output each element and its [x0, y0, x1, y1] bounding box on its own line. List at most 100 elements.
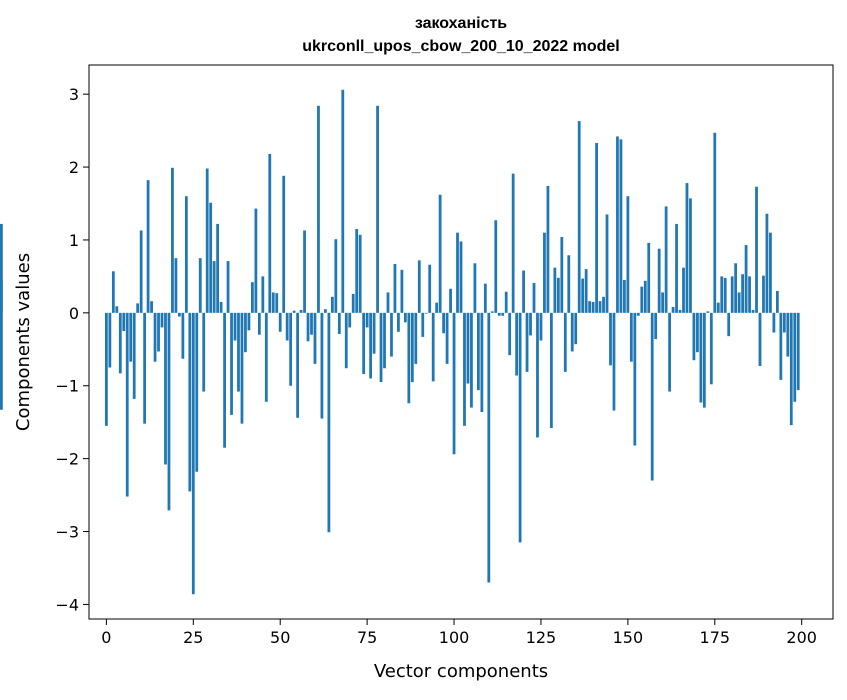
bar [664, 206, 668, 313]
bar [678, 309, 682, 313]
bar [713, 132, 717, 313]
bar [306, 312, 310, 342]
bar [247, 312, 251, 331]
bar [257, 312, 261, 335]
chart-title-line2: ukrconll_upos_cbow_200_10_2022 model [302, 38, 619, 55]
bar [417, 260, 421, 313]
bar [268, 153, 272, 313]
bar [699, 312, 703, 403]
bar [226, 261, 230, 313]
bar [129, 312, 133, 362]
bar [421, 312, 425, 337]
bar [400, 269, 404, 313]
bar [723, 277, 727, 313]
y-tick-label: −4 [55, 595, 79, 614]
bar [386, 292, 390, 313]
bar [282, 175, 286, 313]
bar [449, 288, 452, 313]
bar [428, 264, 432, 313]
bar [0, 223, 3, 313]
bar [793, 312, 797, 402]
bar [181, 312, 185, 359]
bar [240, 312, 244, 424]
x-tick-label: 125 [526, 628, 557, 647]
bar [348, 312, 352, 328]
bar [397, 312, 400, 332]
bar [689, 198, 692, 313]
chart-title-line1: закоханість [415, 15, 507, 32]
bar [330, 296, 334, 313]
bar [296, 312, 299, 418]
bar [362, 312, 366, 375]
bar [671, 307, 675, 313]
bar [619, 139, 623, 313]
bar [692, 312, 696, 361]
bar [748, 276, 751, 313]
bar [403, 312, 407, 323]
bar [365, 312, 369, 328]
bar [167, 312, 171, 511]
bar [643, 280, 647, 313]
bar [494, 220, 498, 313]
x-tick-label: 175 [700, 628, 731, 647]
bar [299, 309, 303, 313]
bar [706, 311, 710, 313]
bar [327, 312, 331, 533]
bar [536, 312, 539, 438]
bar [772, 312, 776, 333]
bar [483, 283, 487, 313]
bar [741, 274, 744, 313]
bar [358, 234, 362, 313]
bar [480, 312, 484, 412]
bar [459, 241, 463, 313]
bar [765, 213, 769, 313]
bar [424, 312, 428, 314]
bar [737, 292, 741, 313]
bar [675, 223, 678, 313]
bar [157, 312, 160, 352]
bar [136, 303, 140, 313]
bar [588, 301, 592, 313]
bar [369, 312, 372, 379]
bar [108, 312, 112, 368]
bar [550, 312, 553, 429]
bar [762, 275, 765, 313]
bar [198, 258, 202, 313]
bar [570, 312, 574, 352]
bar [414, 312, 418, 364]
bar [490, 311, 494, 313]
bar [734, 263, 738, 313]
bar [657, 248, 661, 313]
bar [344, 312, 348, 369]
bar [751, 309, 755, 313]
bar [209, 202, 213, 313]
bar [111, 271, 115, 313]
bar [289, 312, 293, 386]
bar [184, 196, 188, 313]
bar [456, 232, 459, 313]
bar [233, 312, 237, 341]
bar [139, 230, 143, 313]
bar [716, 302, 720, 313]
bar [758, 312, 762, 367]
bar [577, 121, 581, 313]
bar [612, 312, 616, 411]
y-tick-label: 2 [69, 158, 79, 177]
x-tick-label: 75 [357, 628, 377, 647]
bar [786, 312, 790, 357]
x-tick-label: 200 [786, 628, 817, 647]
bar [164, 312, 167, 465]
x-tick-label: 100 [439, 628, 470, 647]
bar [567, 255, 571, 313]
bar [709, 312, 713, 385]
bar [219, 301, 223, 313]
bar [626, 196, 630, 313]
bar [174, 258, 178, 313]
bar [629, 312, 633, 362]
bar [118, 312, 122, 374]
bar [775, 290, 779, 313]
bar [310, 312, 313, 335]
x-tick-label: 0 [101, 628, 111, 647]
bar [188, 312, 192, 492]
